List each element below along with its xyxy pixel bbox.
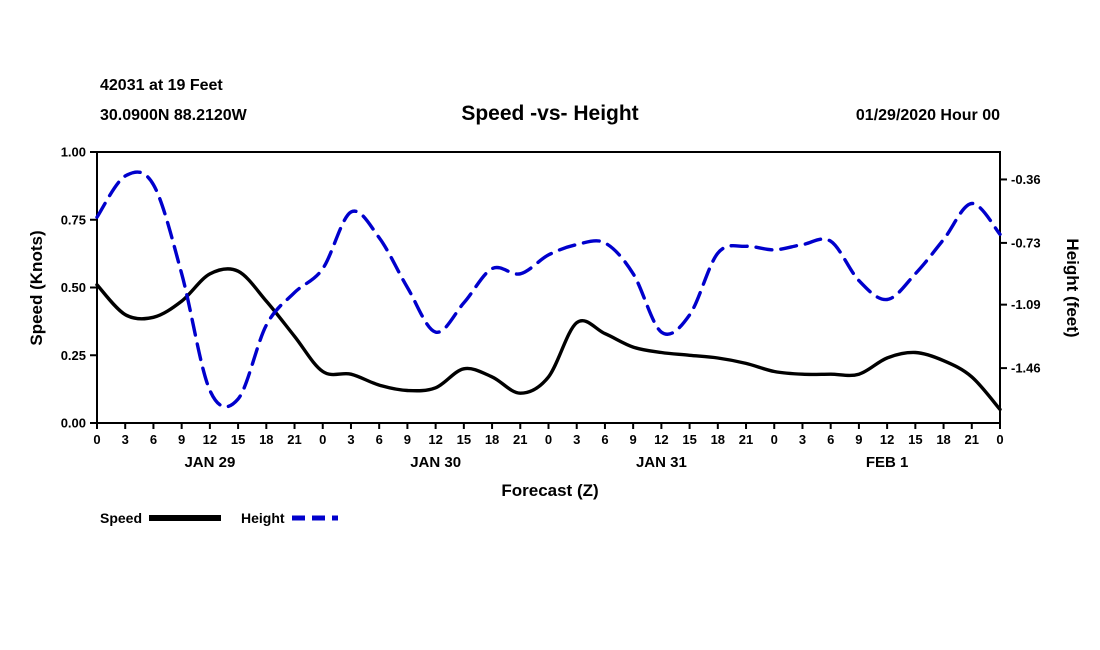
right-tick-label: -0.73 (1011, 235, 1041, 250)
day-label: JAN 31 (636, 454, 687, 471)
x-tick-label: 21 (513, 432, 527, 447)
x-tick-label: 18 (485, 432, 499, 447)
x-tick-label: 9 (855, 432, 862, 447)
x-tick-label: 9 (404, 432, 411, 447)
x-tick-label: 0 (545, 432, 552, 447)
x-axis-label: Forecast (Z) (501, 481, 599, 500)
legend-height-label: Height (241, 510, 285, 526)
x-tick-label: 18 (259, 432, 273, 447)
x-tick-label: 18 (936, 432, 950, 447)
x-tick-label: 12 (428, 432, 442, 447)
speed-series-line (95, 267, 1002, 412)
forecast-datetime: 01/29/2020 Hour 00 (855, 107, 1000, 124)
x-tick-label: 21 (965, 432, 979, 447)
x-tick-label: 21 (287, 432, 301, 447)
x-tick-label: 0 (93, 432, 100, 447)
x-tick-label: 3 (347, 432, 354, 447)
x-tick-label: 15 (908, 432, 922, 447)
height-series-line (95, 170, 1002, 409)
legend-speed-line-icon (149, 515, 222, 521)
x-tick-label: 12 (654, 432, 668, 447)
x-tick-label: 3 (573, 432, 580, 447)
left-tick-label: 0.50 (61, 280, 86, 295)
day-label: JAN 29 (184, 454, 235, 471)
day-label: JAN 30 (410, 454, 461, 471)
x-tick-label: 9 (178, 432, 185, 447)
left-tick-label: 0.00 (61, 416, 86, 431)
legend: Speed Height (100, 510, 340, 526)
x-tick-label: 0 (319, 432, 326, 447)
x-tick-label: 3 (799, 432, 806, 447)
x-tick-label: 9 (630, 432, 637, 447)
x-tick-label: 18 (711, 432, 725, 447)
x-tick-label: 0 (771, 432, 778, 447)
x-tick-label: 6 (376, 432, 383, 447)
x-tick-label: 6 (827, 432, 834, 447)
station-coordinates: 30.0900N 88.2120W (100, 107, 247, 124)
left-tick-label: 0.25 (61, 348, 86, 363)
legend-height-line-icon (291, 515, 338, 521)
page-title: Speed -vs- Height (461, 102, 639, 125)
x-tick-label: 12 (203, 432, 217, 447)
x-tick-label: 0 (996, 432, 1003, 447)
x-tick-label: 12 (880, 432, 894, 447)
x-tick-label: 6 (150, 432, 157, 447)
right-tick-label: -1.46 (1011, 361, 1041, 376)
right-tick-label: -0.36 (1011, 172, 1041, 187)
x-tick-label: 6 (601, 432, 608, 447)
x-tick-label: 21 (739, 432, 753, 447)
left-tick-label: 1.00 (61, 145, 86, 160)
x-tick-label: 15 (457, 432, 471, 447)
right-tick-label: -1.09 (1011, 297, 1041, 312)
x-tick-label: 15 (682, 432, 696, 447)
legend-speed-label: Speed (100, 510, 143, 526)
station-id: 42031 at 19 Feet (100, 77, 223, 94)
day-label: FEB 1 (866, 454, 909, 471)
x-tick-label: 3 (122, 432, 129, 447)
x-tick-label: 15 (231, 432, 245, 447)
left-tick-label: 0.75 (61, 212, 86, 227)
